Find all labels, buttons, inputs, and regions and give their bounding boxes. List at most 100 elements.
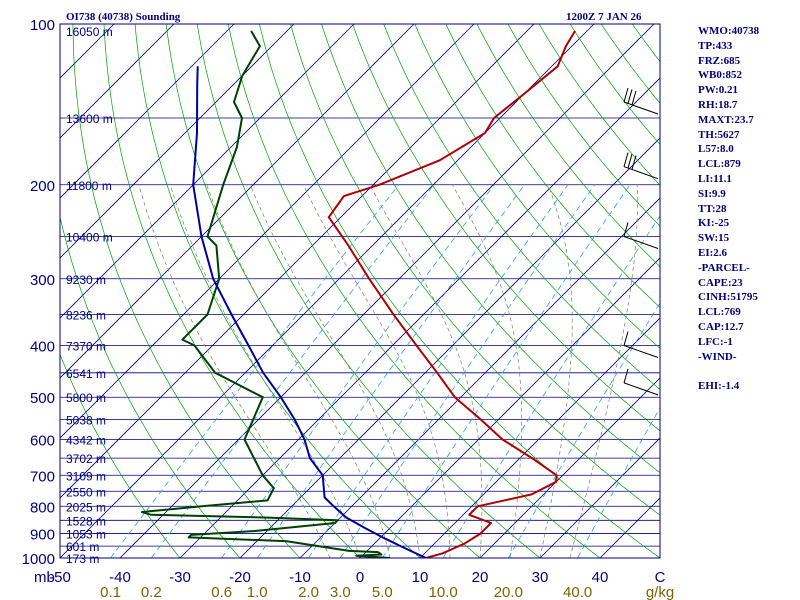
mixing-ratio-label: 20.0: [494, 584, 523, 600]
mixing-ratio-line: [442, 215, 660, 558]
moist-adiabat-line: [452, 184, 523, 558]
isotherm-line: [60, 24, 595, 558]
height-label: 173 m: [66, 552, 99, 566]
index-line: EI:2.6: [698, 246, 728, 259]
mixing-ratio-label: 40.0: [563, 584, 592, 600]
dry-adiabat-line: [321, 24, 660, 474]
temperature-tick-label: 40: [592, 569, 609, 586]
height-label: 3702 m: [66, 452, 106, 466]
pressure-tick-label: 700: [30, 468, 55, 485]
wind-barbs: [623, 87, 659, 396]
height-label: 5800 m: [66, 391, 106, 405]
moist-adiabat-line: [169, 184, 361, 558]
pressure-tick-label: 300: [30, 272, 55, 289]
pressure-units-label: mb: [34, 569, 55, 586]
index-line: EHI:-1.4: [698, 380, 740, 393]
wind-barb-staff: [623, 382, 659, 396]
moist-adiabat-line: [206, 184, 391, 558]
index-line: TH:5627: [698, 128, 740, 141]
mixing-ratio-line: [308, 184, 569, 558]
wind-barb-staff: [623, 166, 659, 180]
isotherm-line: [60, 24, 235, 199]
dry-adiabat-line: [414, 24, 660, 349]
dry-adiabat-line: [196, 24, 541, 558]
dry-adiabat-line: [445, 24, 660, 308]
wind-barb-feather: [623, 222, 629, 237]
index-line: KI:-25: [698, 217, 730, 230]
isotherm-line: [119, 24, 655, 558]
series-line-dewpoint: [141, 30, 391, 558]
wind-barb-staff: [623, 101, 659, 115]
pressure-tick-label: 100: [30, 17, 55, 34]
index-line: SW:15: [698, 232, 730, 245]
chart-title: OI738 (40738) Sounding: [66, 11, 181, 23]
plot-frame: [59, 23, 661, 559]
moist-adiabat-line: [569, 184, 638, 558]
index-line: LCL:769: [698, 306, 741, 319]
index-line: LFC:-1: [698, 335, 733, 348]
mixing-ratio-line: [339, 184, 596, 558]
temperature-tick-label: 0: [356, 569, 364, 586]
height-label: 9230 m: [66, 273, 106, 287]
isotherm-line: [60, 24, 535, 499]
temperature-tick-label: 20: [472, 569, 489, 586]
isotherm-line: [60, 24, 475, 439]
moist-adiabat-line: [303, 184, 451, 558]
moist-adiabat-line: [249, 184, 421, 558]
isotherm-line: [299, 197, 660, 558]
height-label: 11800 m: [66, 179, 112, 193]
index-line: L57:8.0: [698, 143, 734, 156]
index-line: LCL:879: [698, 158, 741, 171]
height-label: 3109 m: [66, 469, 106, 483]
sounding-time: 1200Z 7 JAN 26: [566, 11, 642, 23]
height-label: 16050 m: [66, 25, 113, 39]
index-line: -WIND-: [698, 350, 737, 363]
index-line: LI:11.1: [698, 172, 732, 185]
index-line: SI:9.9: [698, 187, 726, 200]
height-label: 1053 m: [66, 528, 106, 542]
temperature-tick-label: 30: [532, 569, 549, 586]
mixing-ratio-line: [256, 184, 525, 558]
mixing-ratio-label: 0.1: [100, 584, 121, 600]
pressure-tick-label: 400: [30, 339, 55, 356]
dry-adiabat-line: [60, 215, 241, 558]
temperature-tick-label: -10: [289, 569, 311, 586]
isotherm-line: [60, 24, 295, 259]
temperature-tick-label: 10: [412, 569, 429, 586]
height-label: 2025 m: [66, 500, 106, 514]
dry-adiabat-line: [60, 353, 181, 558]
index-line: CAPE:23: [698, 276, 743, 289]
mixing-ratio-label: 1.0: [247, 584, 268, 600]
index-line: WB0:852: [698, 69, 742, 82]
wind-barb-staff: [623, 236, 659, 249]
wind-barb-feather: [623, 152, 629, 167]
index-line: RH:18.7: [698, 98, 738, 111]
wind-barb-feather: [631, 155, 637, 170]
isotherm-line: [179, 77, 660, 558]
height-label: 10400 m: [66, 230, 113, 244]
temperature-tick-label: -20: [229, 569, 251, 586]
mixing-ratio-label: 2.0: [298, 584, 319, 600]
height-label: 1528 m: [66, 514, 106, 528]
wind-barb-feather: [627, 89, 633, 104]
index-line: PW:0.21: [698, 84, 739, 97]
index-line: CAP:12.7: [698, 320, 744, 333]
mixing-ratio-units-label: g/kg: [646, 584, 674, 600]
isotherm-line: [60, 24, 415, 379]
pressure-tick-label: 600: [30, 433, 55, 450]
isotherm-line: [479, 377, 660, 558]
temperature-tick-label: -50: [49, 569, 71, 586]
isotherm-line: [419, 317, 660, 558]
index-line: WMO:40738: [698, 25, 760, 37]
pressure-tick-label: 800: [30, 499, 55, 516]
pressure-tick-label: 500: [30, 390, 55, 407]
wind-barb-feather: [623, 368, 629, 384]
moist-adiabat-line: [138, 184, 331, 558]
wind-barb-feather: [623, 87, 629, 103]
isotherm-line: [359, 257, 660, 558]
height-label: 8236 m: [66, 309, 106, 323]
mixing-ratio-label: 0.2: [141, 584, 162, 600]
mixing-ratio-label: 5.0: [372, 584, 393, 600]
moist-adiabat-line: [539, 184, 573, 558]
